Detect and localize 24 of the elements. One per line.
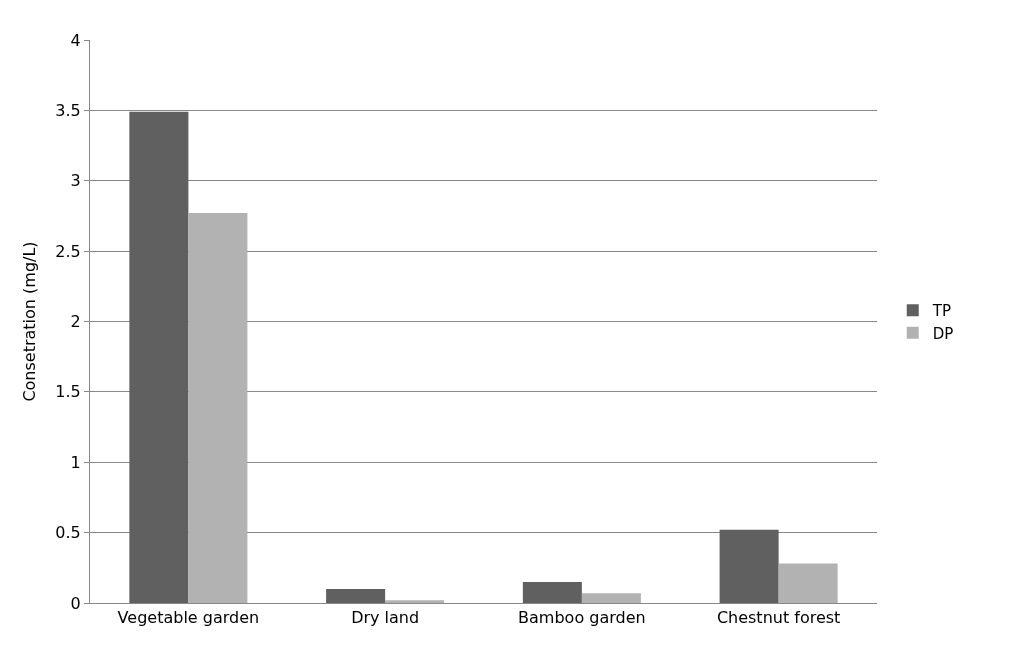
y-tick-label: 2: [70, 312, 81, 332]
bar: [188, 213, 248, 603]
bar: [326, 588, 386, 603]
bar: [129, 111, 189, 603]
bar: [778, 563, 838, 603]
x-tick-label: Dry land: [351, 608, 420, 628]
y-tick-label: 3: [70, 171, 81, 191]
y-tick-label: 4: [70, 30, 81, 50]
bar: [719, 529, 779, 603]
y-tick-label: 2.5: [55, 241, 81, 261]
x-tick-label: Bamboo garden: [518, 608, 646, 628]
y-tick-label: 1.5: [55, 382, 81, 402]
y-tick-label: 0.5: [55, 523, 81, 543]
legend-label: DP: [932, 324, 954, 343]
bar: [522, 581, 582, 603]
x-tick-label: Vegetable garden: [117, 608, 260, 628]
x-tick-label: Chestnut forest: [716, 608, 841, 628]
legend-label: TP: [931, 302, 951, 321]
bar: [581, 593, 641, 603]
y-tick-label: 0: [70, 593, 81, 613]
y-tick-label: 1: [70, 452, 81, 472]
bar: [385, 600, 445, 603]
y-tick-label: 3.5: [55, 100, 81, 120]
y-axis-title: Consetration (mg/L): [20, 241, 40, 402]
